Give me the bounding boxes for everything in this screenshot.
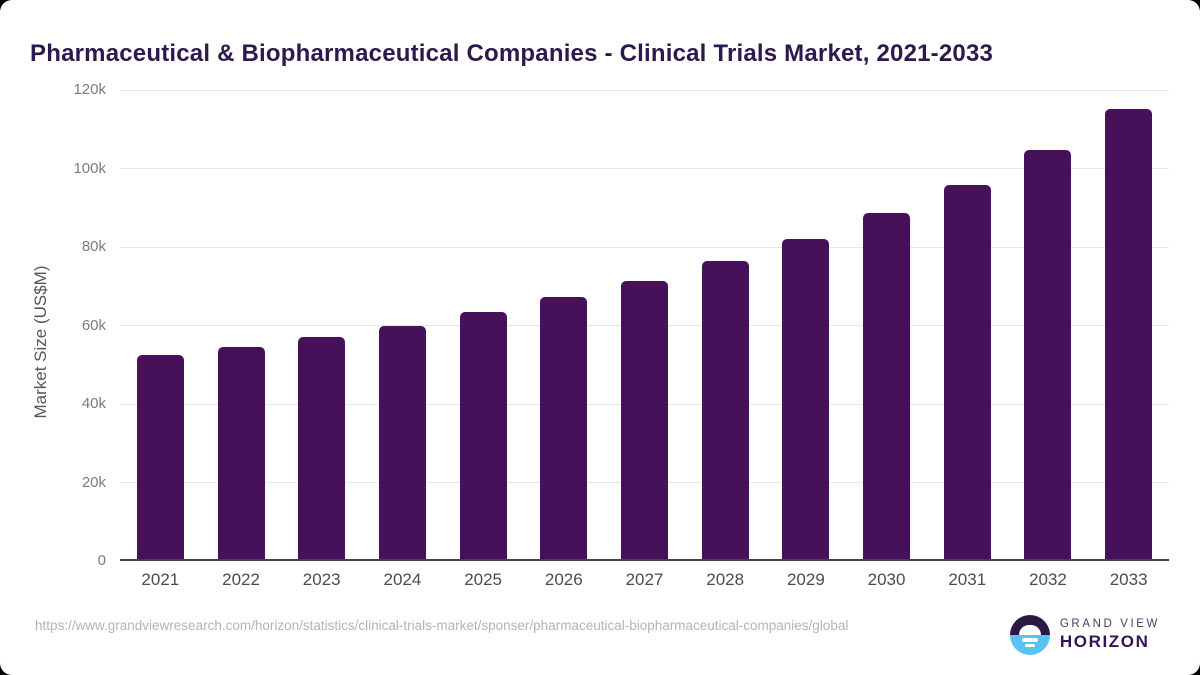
bar-2029[interactable]: [782, 238, 830, 559]
grand-view-horizon-logo: GRAND VIEW HORIZON: [1009, 615, 1160, 655]
x-tick-label: 2021: [141, 570, 180, 589]
y-tick-label: 120k: [73, 81, 106, 98]
bar-2032[interactable]: [1024, 150, 1072, 559]
x-tick-label: 2029: [786, 570, 825, 589]
bar-2027[interactable]: [621, 280, 668, 559]
source-url: https://www.grandviewresearch.com/horizo…: [35, 618, 849, 633]
bar-2023[interactable]: [298, 336, 346, 559]
y-axis: 0 20k 40k 60k 80k 100k 120k: [0, 81, 106, 569]
x-tick-label: 2022: [222, 570, 260, 589]
bar-2025[interactable]: [459, 312, 507, 559]
logo-horizon: HORIZON: [1059, 632, 1150, 651]
gridline: [120, 246, 1169, 248]
x-tick-label: 2026: [544, 570, 583, 589]
x-tick-label: 2032: [1029, 570, 1067, 589]
footer: https://www.grandviewresearch.com/horizo…: [0, 611, 1200, 675]
x-tick-label: 2028: [706, 570, 745, 589]
y-tick-label: 100k: [73, 159, 106, 177]
bar-2028[interactable]: [701, 261, 749, 559]
bar-2031[interactable]: [943, 184, 991, 559]
x-tick-label: 2027: [625, 570, 664, 589]
x-tick-label: 2030: [867, 570, 906, 589]
y-tick-label: 80k: [81, 238, 106, 255]
bar-2026[interactable]: [540, 297, 588, 559]
chart-title: Pharmaceutical & Biopharmaceutical Compa…: [30, 40, 994, 68]
logo-grand-view: GRAND VIEW: [1059, 618, 1160, 630]
bar-2022[interactable]: [217, 347, 265, 559]
bar-2024[interactable]: [378, 325, 426, 559]
horizon-sun-icon: [1009, 615, 1050, 655]
plot-area: 2021 2022 2023 2024 2025 2026 2027 2028 2029 2030…: [120, 89, 1169, 589]
gridline: [120, 168, 1169, 169]
logo-text: GRAND VIEW HORIZON: [1060, 618, 1160, 652]
y-tick-label: 40k: [81, 395, 106, 412]
x-tick-label: 2033: [1109, 570, 1148, 589]
bar-2030[interactable]: [863, 213, 911, 559]
x-tick-label: 2024: [383, 570, 422, 589]
x-tick-label: 2023: [302, 570, 341, 589]
bar-2021[interactable]: [136, 355, 184, 559]
gridline: [120, 89, 1169, 91]
y-tick-label: 60k: [81, 316, 106, 334]
x-tick-label: 2025: [464, 570, 503, 589]
x-tick-label: 2031: [948, 570, 987, 589]
bar-2033[interactable]: [1105, 109, 1153, 559]
y-tick-label: 20k: [81, 473, 106, 491]
y-tick-label: 0: [97, 552, 106, 569]
